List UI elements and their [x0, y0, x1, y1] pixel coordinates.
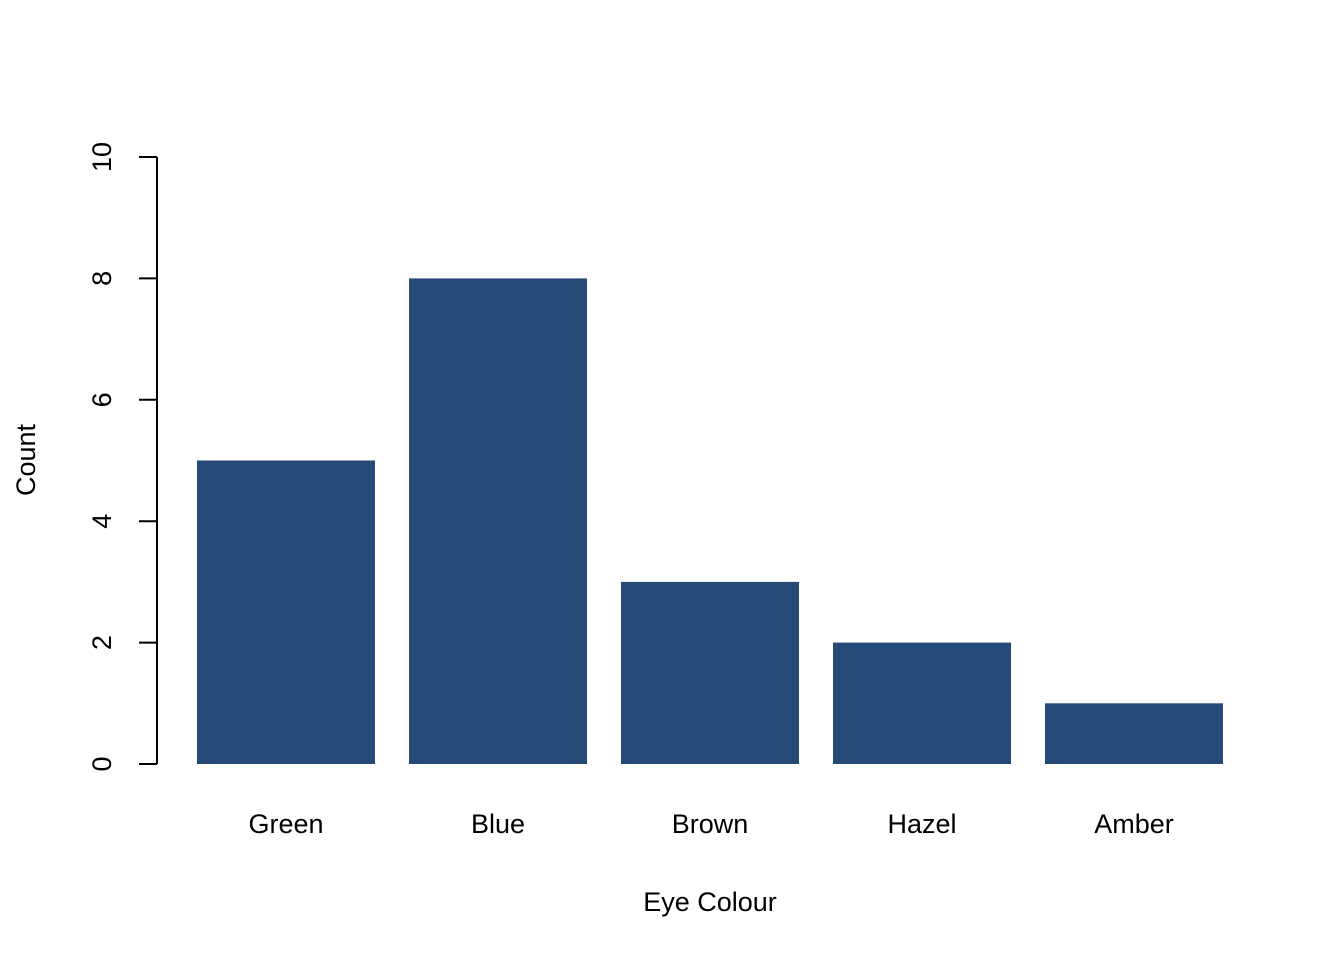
y-tick-label: 4 [87, 514, 117, 529]
x-axis-title: Eye Colour [643, 887, 777, 917]
x-tick-label-hazel: Hazel [887, 809, 956, 839]
bars-group [197, 278, 1223, 764]
bar-brown [621, 581, 799, 764]
bar-hazel [833, 642, 1011, 764]
bar-green [197, 460, 375, 764]
y-tick-label: 10 [87, 142, 117, 172]
x-tick-label-blue: Blue [471, 809, 525, 839]
x-tick-label-brown: Brown [672, 809, 749, 839]
y-tick-label: 0 [87, 756, 117, 771]
x-tick-label-amber: Amber [1094, 809, 1174, 839]
y-axis: 0 2 4 6 8 10 [87, 142, 158, 772]
y-tick-label: 8 [87, 271, 117, 286]
x-tick-labels: Green Blue Brown Hazel Amber [248, 809, 1173, 839]
x-tick-label-green: Green [248, 809, 323, 839]
bar-blue [409, 278, 587, 764]
y-tick-label: 6 [87, 392, 117, 407]
y-tick-label: 2 [87, 635, 117, 650]
y-axis-title: Count [11, 423, 41, 496]
bar-amber [1045, 703, 1223, 764]
